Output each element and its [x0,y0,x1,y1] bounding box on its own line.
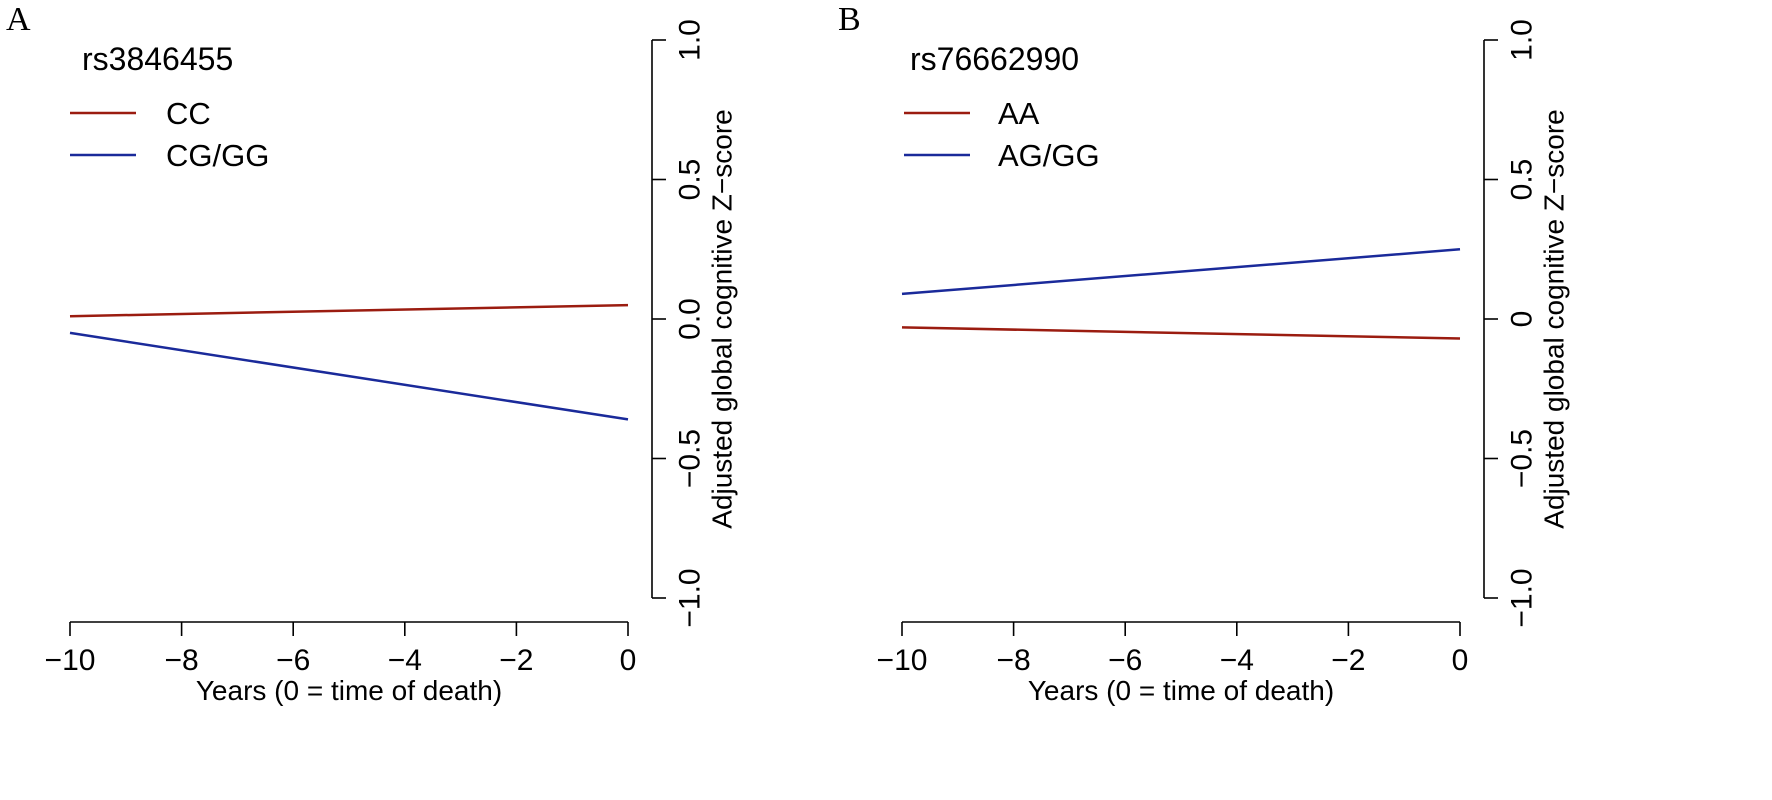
x-tick-label: −8 [164,644,198,677]
y-tick-label: −0.5 [1506,429,1539,488]
x-tick-label: −4 [388,644,422,677]
series-line-cc [69,303,629,318]
y-tick-label: −0.5 [674,429,707,488]
y-tick-label: 0 [1506,311,1539,328]
chart-title: rs76662990 [910,41,1079,77]
series-line-cg-gg [69,331,629,421]
y-tick-label: 1.0 [1506,19,1539,61]
panel-letter: B [838,1,861,38]
x-axis-title: Years (0 = time of death) [196,675,502,706]
x-axis-title: Years (0 = time of death) [1028,675,1334,706]
y-tick-label: −1.0 [674,568,707,627]
y-axis-title: Adjusted global cognitive Z−score [1539,109,1570,528]
x-tick-label: −2 [499,644,533,677]
y-tick-label: 1.0 [674,19,707,61]
x-tick-label: −10 [877,644,928,677]
series-line-aa [901,326,1461,340]
y-tick-label: 0.5 [674,159,707,201]
x-tick-label: −6 [1108,644,1142,677]
y-tick-label: 0.5 [1506,159,1539,201]
x-tick-label: 0 [1452,644,1469,677]
legend-label-cc: CC [166,96,211,131]
x-tick-label: −4 [1220,644,1254,677]
y-axis-title: Adjusted global cognitive Z−score [707,109,738,528]
y-tick-label: 0.0 [674,298,707,340]
y-tick-label: −1.0 [1506,568,1539,627]
x-tick-label: −2 [1331,644,1365,677]
chart-title: rs3846455 [82,41,233,77]
series-line-ag-gg [901,248,1461,296]
legend-label-ag-gg: AG/GG [998,138,1100,173]
x-tick-label: −6 [276,644,310,677]
panel-letter: A [6,1,31,38]
x-tick-label: −10 [45,644,96,677]
legend-label-cg-gg: CG/GG [166,138,269,173]
legend-label-aa: AA [998,96,1040,131]
x-tick-label: −8 [996,644,1030,677]
x-tick-label: 0 [620,644,637,677]
